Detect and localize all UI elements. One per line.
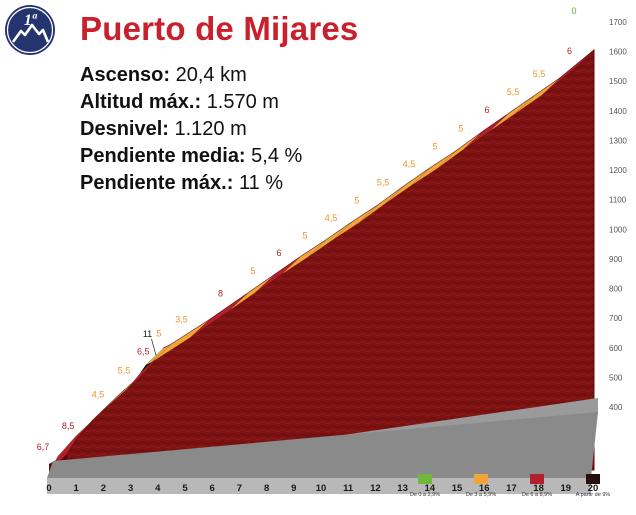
gradient-segment (541, 49, 595, 96)
legend-label: De 0 a 2,9% (410, 492, 440, 498)
gradient-label: 4,5 (92, 390, 105, 400)
gradient-label: 5 (250, 266, 255, 276)
gradient-label: 3,5 (175, 315, 188, 325)
gradient-label: 8,5 (62, 421, 75, 431)
stat-elevation-gain-label: Desnivel: (80, 118, 169, 140)
legend-label: De 6 a 8,9% (522, 492, 552, 498)
y-tick-label: 1200 (609, 166, 627, 175)
x-tick-label: 3 (128, 483, 133, 494)
x-axis-base (47, 478, 591, 494)
x-tick-label: 10 (316, 483, 327, 494)
stat-avg-gradient: Pendiente media: 5,4 % (80, 143, 302, 170)
y-tick-label: 1500 (609, 77, 627, 86)
x-tick-label: 17 (506, 483, 517, 494)
stat-max-altitude: Altitud máx.: 1.570 m (80, 89, 302, 116)
gradient-label: 6,5 (137, 347, 150, 357)
legend-swatch (418, 474, 432, 484)
gradient-label: 5,5 (377, 178, 390, 188)
x-tick-label: 15 (452, 483, 463, 494)
y-tick-label: 1600 (609, 48, 627, 57)
x-tick-label: 11 (343, 483, 354, 494)
x-tick-label: 0 (46, 483, 51, 494)
gradient-label: 5 (302, 231, 307, 241)
gradient-label: 6 (484, 105, 489, 115)
x-tick-label: 18 (533, 483, 544, 494)
x-axis-top-face (47, 412, 598, 478)
x-tick-label: 7 (237, 483, 242, 494)
gradient-label: 11 (143, 329, 152, 339)
x-tick-label: 13 (397, 483, 408, 494)
stat-max-altitude-label: Altitud máx.: (80, 91, 202, 113)
gradient-label-leader (151, 338, 157, 356)
gradient-label: 8 (218, 289, 223, 299)
gradient-label: 5,5 (533, 69, 546, 79)
gradient-label: 6,7 (37, 442, 50, 452)
mountain-icon (11, 23, 50, 43)
y-tick-label: 700 (609, 314, 623, 323)
gradient-label: 6 (567, 46, 572, 56)
gradient-label: 5 (156, 329, 161, 339)
stat-max-gradient-label: Pendiente máx.: (80, 172, 234, 194)
x-tick-label: 14 (425, 483, 436, 494)
y-tick-label: 1400 (609, 107, 627, 116)
y-tick-label: 400 (609, 403, 623, 412)
gradient-label: 6 (276, 248, 281, 258)
stat-ascent: Ascenso: 20,4 km (80, 62, 302, 89)
y-tick-label: 1000 (609, 225, 627, 234)
y-tick-label: 1700 (609, 18, 627, 27)
stat-max-gradient: Pendiente máx.: 11 % (80, 170, 302, 197)
x-tick-label: 8 (264, 483, 269, 494)
x-tick-label: 9 (291, 483, 296, 494)
gradient-label: 4,5 (325, 213, 338, 223)
x-tick-label: 1 (74, 483, 80, 494)
badge-label: 1ª (24, 12, 38, 29)
legend-swatch (530, 474, 544, 484)
x-tick-label: 12 (370, 483, 381, 494)
y-tick-label: 900 (609, 255, 623, 264)
y-tick-label: 800 (609, 285, 623, 294)
gradient-label: 0 (571, 6, 576, 16)
x-tick-label: 5 (182, 483, 188, 494)
y-tick-label: 500 (609, 373, 623, 382)
x-tick-label: 20 (588, 483, 599, 494)
y-tick-label: 600 (609, 344, 623, 353)
stat-max-altitude-value: 1.570 m (206, 91, 279, 113)
legend-label: De 3 a 5,9% (466, 492, 496, 498)
stat-elevation-gain: Desnivel: 1.120 m (80, 116, 302, 143)
stat-ascent-label: Ascenso: (80, 64, 171, 86)
badge-ring (6, 6, 54, 54)
x-tick-label: 2 (101, 483, 106, 494)
x-tick-label: 6 (210, 483, 215, 494)
stat-elevation-gain-value: 1.120 m (174, 118, 247, 140)
x-tick-label: 16 (479, 483, 490, 494)
gradient-label: 5,5 (507, 87, 520, 97)
page-title: Puerto de Mijares (80, 10, 359, 47)
legend-swatch (474, 474, 488, 484)
stat-ascent-value: 20,4 km (175, 64, 247, 86)
stats-panel: Ascenso: 20,4 km Altitud máx.: 1.570 m D… (80, 62, 302, 197)
stat-max-gradient-value: 11 % (238, 172, 284, 194)
legend-label: A partir de 9% (576, 492, 611, 498)
gradient-label: 4,5 (403, 159, 416, 169)
stat-avg-gradient-value: 5,4 % (251, 145, 303, 167)
x-tick-label: 4 (155, 483, 161, 494)
gradient-label: 5 (432, 142, 437, 152)
legend-swatch (586, 474, 600, 484)
gradient-label: 5 (458, 124, 463, 134)
stat-avg-gradient-label: Pendiente media: (80, 145, 246, 167)
gradient-label: 5 (354, 196, 359, 206)
y-tick-label: 1100 (609, 196, 627, 205)
x-tick-label: 19 (561, 483, 572, 494)
y-tick-label: 1300 (609, 136, 627, 145)
gradient-label: 5,5 (118, 366, 131, 376)
category-badge: 1ª (5, 5, 55, 55)
